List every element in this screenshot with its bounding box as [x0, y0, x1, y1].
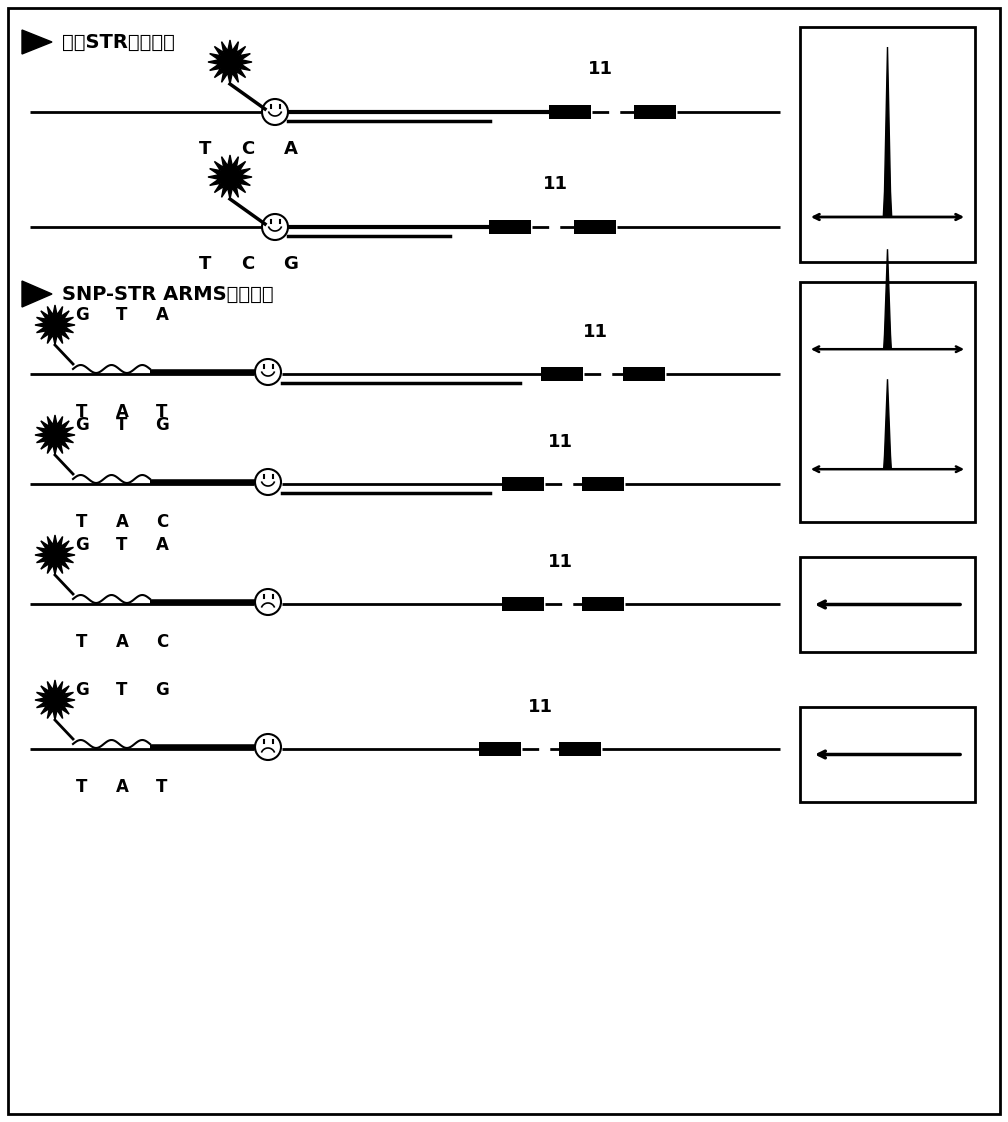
Polygon shape: [877, 379, 898, 469]
Bar: [479, 742, 521, 756]
Polygon shape: [35, 535, 75, 574]
Bar: [800, 557, 975, 652]
Text: T: T: [199, 140, 212, 158]
Text: G: G: [76, 681, 89, 699]
Text: C: C: [241, 255, 255, 273]
Bar: [502, 477, 544, 491]
Text: 11: 11: [542, 175, 568, 193]
Text: 11: 11: [547, 553, 573, 571]
Text: T: T: [77, 633, 88, 651]
Bar: [541, 367, 583, 381]
Polygon shape: [35, 680, 75, 720]
Bar: [634, 105, 676, 119]
Polygon shape: [208, 40, 252, 84]
Text: T: T: [116, 536, 128, 554]
Text: A: A: [155, 306, 168, 324]
Text: G: G: [283, 255, 298, 273]
Text: 11: 11: [588, 59, 613, 79]
Polygon shape: [208, 155, 252, 199]
Text: T: T: [156, 778, 167, 795]
Bar: [549, 105, 591, 119]
Text: A: A: [284, 140, 298, 158]
Bar: [559, 742, 601, 756]
Text: 11: 11: [527, 698, 552, 716]
Text: A: A: [116, 778, 128, 795]
Text: T: T: [156, 403, 167, 421]
Text: A: A: [116, 513, 128, 531]
Bar: [574, 220, 616, 234]
Polygon shape: [35, 305, 75, 344]
Text: 常规STR引物扩增: 常规STR引物扩增: [62, 33, 174, 52]
Text: A: A: [155, 536, 168, 554]
Text: C: C: [156, 633, 168, 651]
Bar: [582, 597, 624, 611]
Text: T: T: [199, 255, 212, 273]
Text: T: T: [77, 403, 88, 421]
Bar: [582, 477, 624, 491]
Text: G: G: [155, 681, 169, 699]
Polygon shape: [22, 30, 52, 54]
Polygon shape: [877, 249, 898, 349]
Bar: [489, 220, 531, 234]
Bar: [800, 282, 975, 522]
Text: A: A: [116, 633, 128, 651]
Text: T: T: [116, 306, 128, 324]
Text: G: G: [76, 306, 89, 324]
Text: C: C: [241, 140, 255, 158]
Bar: [623, 367, 665, 381]
Text: G: G: [76, 536, 89, 554]
Text: T: T: [116, 681, 128, 699]
Text: G: G: [76, 416, 89, 434]
Text: 11: 11: [547, 433, 573, 451]
Bar: [502, 597, 544, 611]
Text: 11: 11: [583, 323, 608, 341]
Polygon shape: [22, 280, 52, 307]
Text: SNP-STR ARMS引物扩增: SNP-STR ARMS引物扩增: [62, 285, 273, 303]
Bar: [800, 707, 975, 802]
Text: C: C: [156, 513, 168, 531]
Text: A: A: [116, 403, 128, 421]
Text: G: G: [155, 416, 169, 434]
Text: T: T: [77, 513, 88, 531]
Text: T: T: [77, 778, 88, 795]
Text: T: T: [116, 416, 128, 434]
Polygon shape: [35, 415, 75, 456]
Polygon shape: [876, 47, 899, 217]
Bar: [800, 27, 975, 263]
